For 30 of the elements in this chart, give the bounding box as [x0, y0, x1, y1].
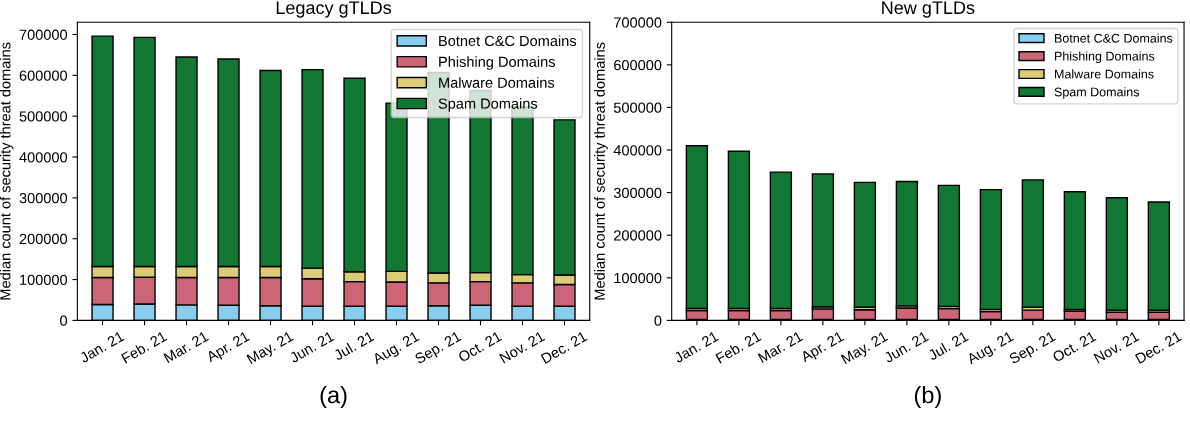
y-tick-label: 500000	[613, 102, 662, 113]
text: (b)	[914, 385, 941, 408]
y-tick-label: 300000	[613, 187, 662, 199]
y-axis-title: Median count of security threat domains	[0, 42, 14, 300]
y-tick-label: 700000	[19, 29, 68, 40]
legend-label: Spam Domains	[438, 98, 538, 112]
y-tick-label: 200000	[19, 233, 68, 245]
legend-label: Spam Domains	[1054, 87, 1139, 99]
y-tick-label: 100000	[20, 274, 68, 285]
legend-label: Botnet C&C Domains	[439, 35, 577, 47]
y-tick-label: 400000	[19, 152, 68, 163]
y-tick-label: 600000	[19, 70, 68, 81]
y-tick-label: 0	[654, 315, 662, 326]
legend-label: Phishing Domains	[1055, 51, 1155, 64]
y-tick-label: 100000	[614, 272, 662, 284]
y-tick-label: 500000	[19, 111, 68, 122]
text: (a)	[320, 385, 347, 408]
legend-label: Botnet C&C Domains	[1055, 33, 1173, 43]
y-tick-label: 0	[60, 315, 68, 326]
chart-title: New gTLDs	[882, 1, 975, 18]
y-tick-label: 300000	[19, 192, 68, 204]
y-tick-label: 600000	[614, 59, 662, 71]
chart-title: Legacy gTLDs	[276, 1, 392, 18]
y-tick-label: 200000	[614, 230, 662, 241]
y-tick-label: 400000	[613, 145, 662, 156]
y-axis-title: Median count of security threat domains	[594, 42, 608, 300]
legend-label: Phishing Domains	[439, 56, 555, 70]
legend-label: Malware Domains	[439, 77, 555, 88]
legend-label: Malware Domains	[1055, 69, 1154, 79]
y-tick-label: 700000	[614, 17, 662, 28]
